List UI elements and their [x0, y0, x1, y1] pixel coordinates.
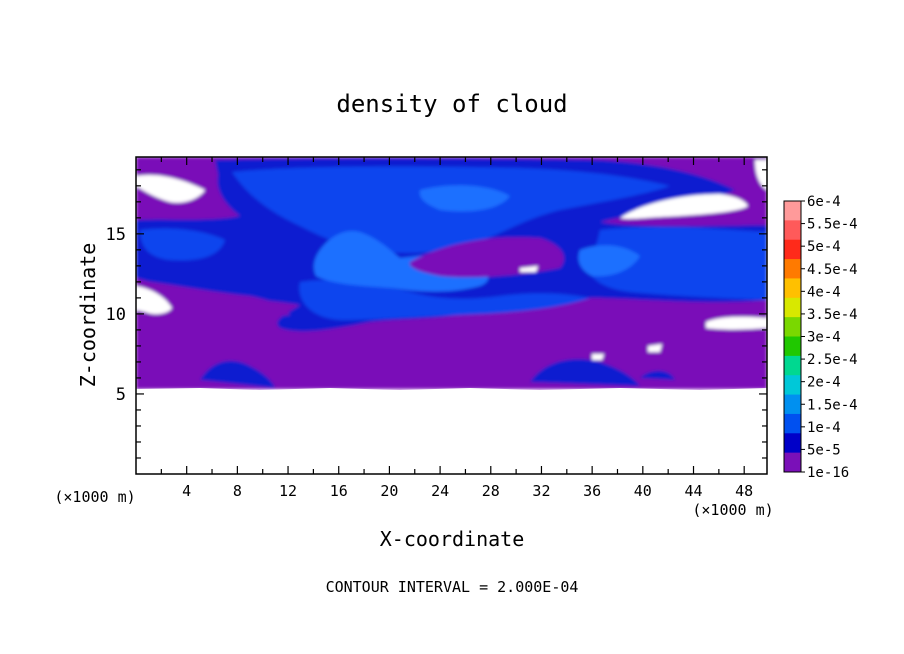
y-tick-label: 15 [106, 225, 126, 245]
colorbar-swatch [784, 394, 801, 415]
plot-frame [135, 156, 768, 475]
x-tick-label: 16 [330, 482, 348, 500]
y-tick-label: 10 [106, 305, 126, 325]
x-unit-label-right: (×1000 m) [692, 501, 773, 519]
colorbar-swatch [784, 201, 801, 221]
colorbar-swatch [784, 259, 801, 279]
colorbar-swatch [784, 452, 801, 473]
purple-intrusions [136, 237, 564, 318]
x-tick-label: 48 [735, 482, 753, 500]
x-tick-label: 12 [279, 482, 297, 500]
colorbar-label: 2.5e-4 [807, 352, 858, 368]
contour-field [136, 157, 767, 390]
colorbar-swatch [784, 375, 801, 396]
chart-title: density of cloud [336, 90, 567, 118]
colorbar-label: 5e-4 [807, 239, 841, 255]
colorbar-label: 1.5e-4 [807, 397, 858, 413]
colorbar-legend: 6e-4 5.5e-4 5e-4 4.5e-4 4e-4 3.5e-4 3e-4 2.5e-4… [783, 194, 858, 481]
colorbar-swatch [784, 220, 801, 241]
colorbar-label: 4.5e-4 [807, 262, 858, 278]
colorbar-swatch [784, 413, 801, 434]
x-tick-label: 44 [684, 482, 702, 500]
colorbar-swatch [784, 278, 801, 299]
colorbar-swatch [784, 239, 801, 260]
colorbar-swatch [784, 297, 801, 318]
x-tick-label: 4 [182, 482, 191, 500]
colorbar-label: 5.5e-4 [807, 217, 858, 233]
y-axis-ticks: 5 10 15 [106, 169, 767, 459]
colorbar-swatch [784, 433, 801, 454]
x-tick-label: 36 [583, 482, 601, 500]
colorbar-label: 3e-4 [807, 330, 841, 346]
x-tick-label: 20 [380, 482, 398, 500]
colorbar-label: 1e-4 [807, 420, 841, 436]
colorbar-swatch [784, 336, 801, 357]
plot-area [136, 157, 767, 474]
colorbar-swatch [784, 317, 801, 337]
x-tick-label: 40 [634, 482, 652, 500]
colorbar-label: 4e-4 [807, 284, 841, 300]
below-cloud-region [136, 388, 767, 474]
x-unit-label-left: (×1000 m) [54, 488, 135, 506]
x-tick-label: 8 [233, 482, 242, 500]
cloud-free-regions [136, 160, 767, 360]
colorbar-label: 3.5e-4 [807, 307, 858, 323]
x-tick-label: 28 [482, 482, 500, 500]
contour-interval-footer: CONTOUR INTERVAL = 2.000E-04 [326, 578, 579, 596]
colorbar-label: 2e-4 [807, 375, 841, 391]
colorbar-label: 6e-4 [807, 194, 841, 210]
colorbar-label: 5e-5 [807, 442, 841, 458]
x-tick-label: 24 [431, 482, 449, 500]
x-axis-label: X-coordinate [380, 527, 525, 551]
x-axis-ticks: 4 8 12 16 20 24 28 32 36 40 44 48 [160, 157, 753, 500]
colorbar-swatch [784, 355, 801, 376]
x-tick-label: 32 [532, 482, 550, 500]
y-tick-label: 5 [116, 385, 126, 405]
colorbar-label: 1e-16 [807, 465, 849, 481]
y-axis-label: Z-coordinate [76, 243, 100, 388]
